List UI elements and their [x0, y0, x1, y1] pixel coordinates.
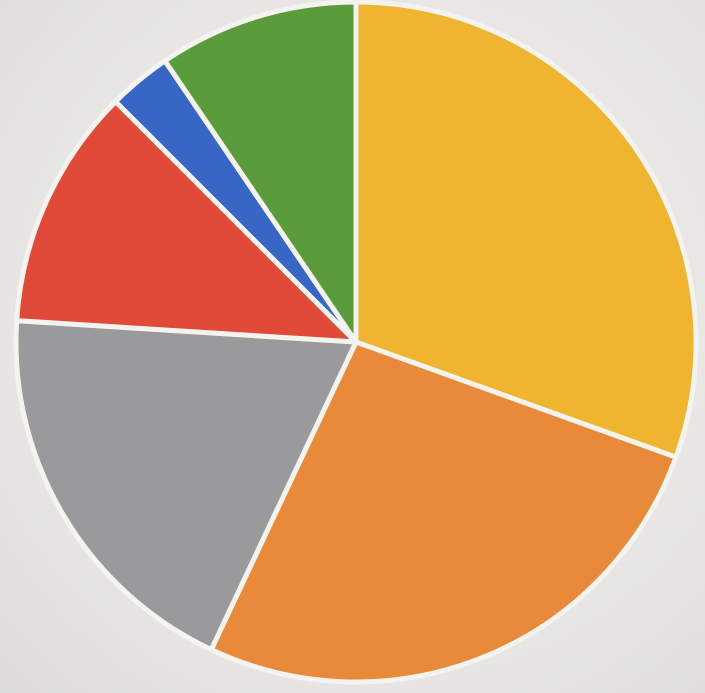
pie-slice-4: [14, 99, 359, 345]
pie-slice-2: [208, 339, 679, 685]
pie-slice-6: [162, 0, 359, 345]
pie-slice-1: [353, 0, 699, 460]
pie-slice-3: [13, 318, 359, 653]
pie-slices: [13, 0, 699, 685]
